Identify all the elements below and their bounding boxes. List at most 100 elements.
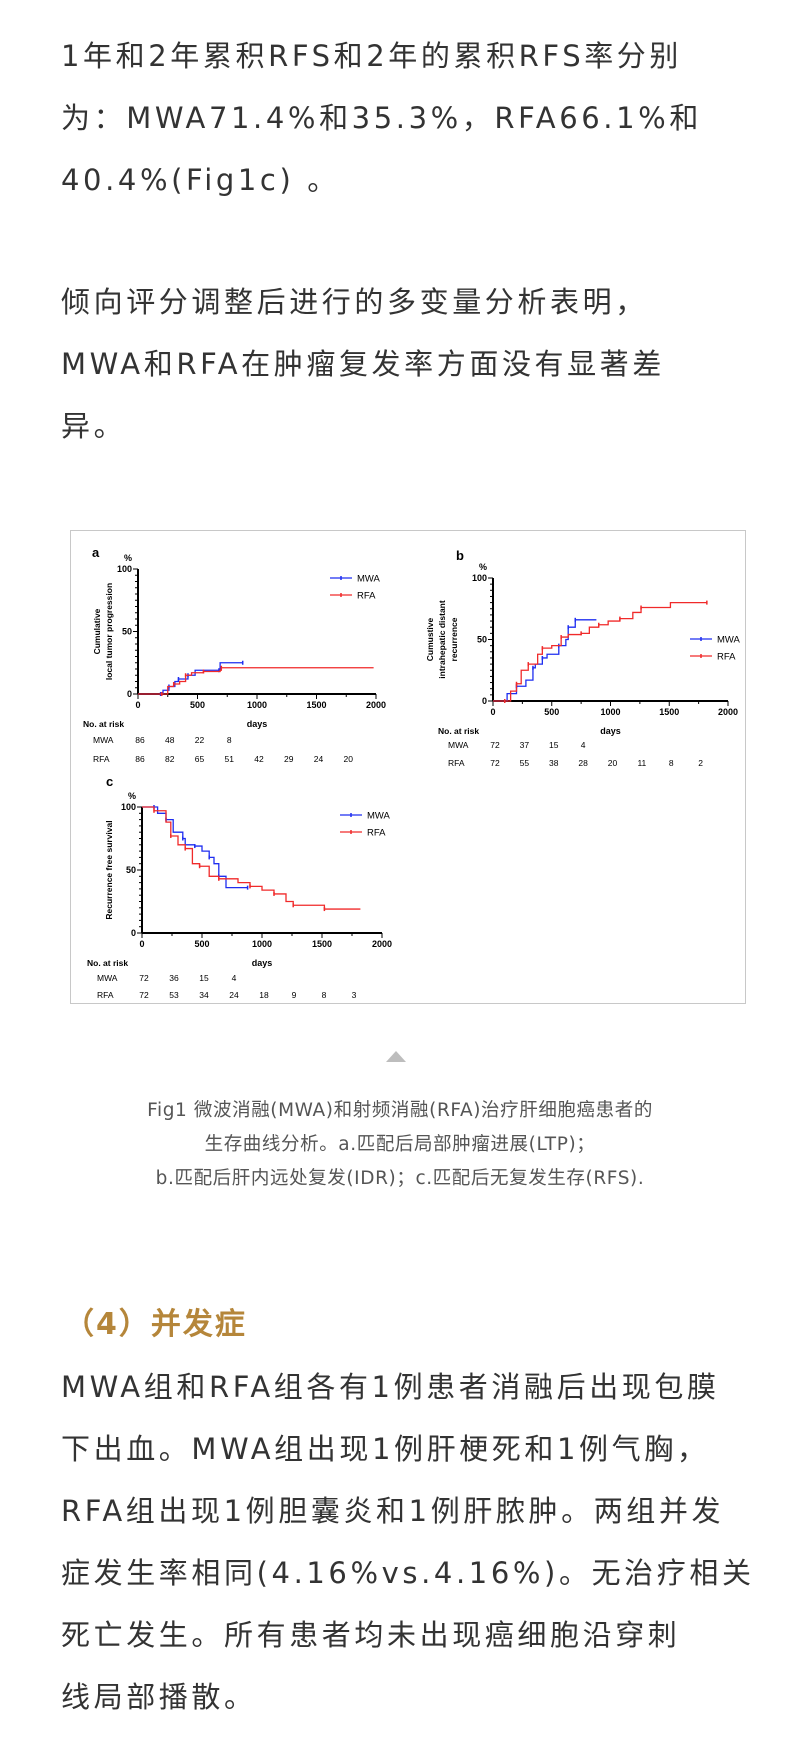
legend-label-mwa: MWA	[367, 811, 391, 822]
risk-count: 11	[637, 758, 646, 768]
risk-count: 42	[254, 754, 264, 764]
y-tick-label: 100	[472, 573, 487, 583]
y-tick-label: 50	[477, 635, 487, 645]
risk-count: 29	[284, 754, 294, 764]
y-tick-label: 50	[122, 627, 132, 637]
panel-label: c	[106, 774, 113, 789]
survival-curves-figure: a% 0 50 100 0 500 1000 1500 2000 days Cumulative lo…	[70, 530, 746, 1004]
text-line: 线局部播散。	[61, 1680, 257, 1714]
x-tick-label: 500	[194, 939, 209, 949]
text-line: 异。	[61, 409, 127, 443]
x-tick-label: 0	[135, 700, 140, 710]
risk-count: 53	[169, 990, 179, 1000]
km-curve-rfa	[142, 806, 361, 910]
complications-paragraph: MWA组和RFA组各有1例患者消融后出现包膜 下出血。MWA组出现1例肝梗死和1…	[61, 1356, 761, 1728]
x-tick-label: 500	[544, 707, 559, 717]
risk-count: 15	[549, 740, 559, 750]
risk-count: 36	[169, 973, 179, 983]
x-tick-label: 1000	[252, 939, 272, 949]
text-line: MWA和RFA在肿瘤复发率方面没有显著差	[61, 347, 665, 381]
y-tick-label: 100	[121, 802, 136, 812]
y-tick-label: 0	[127, 689, 132, 699]
risk-count: 86	[135, 754, 145, 764]
risk-count: 3	[352, 990, 357, 1000]
risk-row-label: RFA	[93, 754, 110, 764]
x-tick-label: 2000	[718, 707, 738, 717]
risk-table-title: No. at risk	[438, 726, 479, 736]
text-line: 为：MWA71.4%和35.3%，RFA66.1%和	[61, 101, 702, 135]
panel-label: a	[92, 545, 100, 560]
risk-row-label: MWA	[448, 740, 469, 750]
x-tick-label: 2000	[366, 700, 386, 710]
section-heading-complications: （4）并发症	[64, 1307, 247, 1342]
risk-count: 22	[195, 735, 205, 745]
text-line: 40.4%(Fig1c) 。	[61, 163, 340, 197]
risk-count: 65	[195, 754, 205, 764]
caption-line: Fig1 微波消融(MWA)和射频消融(RFA)治疗肝细胞癌患者的	[147, 1100, 653, 1121]
risk-count: 15	[199, 973, 209, 983]
risk-count: 4	[581, 740, 586, 750]
risk-table-title: No. at risk	[87, 958, 128, 968]
results-paragraph-rfs: 1年和2年累积RFS和2年的累积RFS率分别 为：MWA71.4%和35.3%，…	[61, 25, 761, 211]
risk-row-label: MWA	[97, 973, 118, 983]
risk-count: 72	[139, 990, 149, 1000]
legend-label-rfa: RFA	[717, 652, 736, 663]
x-tick-label: 2000	[372, 939, 392, 949]
risk-count: 72	[490, 740, 500, 750]
x-tick-label: 0	[490, 707, 495, 717]
x-axis-label: days	[247, 719, 268, 729]
y-axis-label: Cumulative	[92, 608, 102, 654]
risk-count: 48	[165, 735, 175, 745]
risk-count: 4	[232, 973, 237, 983]
figure-caption: Fig1 微波消融(MWA)和射频消融(RFA)治疗肝细胞癌患者的 生存曲线分析…	[60, 1094, 740, 1196]
text-line: MWA组和RFA组各有1例患者消融后出现包膜	[61, 1370, 720, 1404]
risk-count: 20	[344, 754, 354, 764]
risk-count: 82	[165, 754, 175, 764]
risk-row-label: RFA	[448, 758, 465, 768]
x-tick-label: 1500	[659, 707, 679, 717]
x-tick-label: 500	[190, 700, 205, 710]
x-axis-label: days	[252, 958, 273, 968]
km-curve-rfa	[138, 667, 374, 695]
risk-row-label: RFA	[97, 990, 114, 1000]
x-axis-label: days	[600, 726, 621, 736]
text-line: RFA组出现1例胆囊炎和1例肝脓肿。两组并发	[61, 1494, 725, 1528]
results-paragraph-multivariate: 倾向评分调整后进行的多变量分析表明， MWA和RFA在肿瘤复发率方面没有显著差 …	[61, 271, 761, 457]
text-line: 症发生率相同(4.16%vs.4.16%)。无治疗相关	[61, 1556, 755, 1590]
risk-count: 18	[259, 990, 269, 1000]
text-line: 1年和2年累积RFS和2年的累积RFS率分别	[61, 39, 683, 73]
caption-line: 生存曲线分析。a.匹配后局部肿瘤进展(LTP)；	[204, 1134, 596, 1155]
legend-label-rfa: RFA	[367, 828, 386, 839]
risk-count: 20	[608, 758, 618, 768]
risk-count: 28	[578, 758, 588, 768]
x-tick-label: 1000	[247, 700, 267, 710]
y-tick-label: 100	[117, 564, 132, 574]
risk-count: 86	[135, 735, 145, 745]
risk-count: 9	[292, 990, 297, 1000]
unit-label: %	[128, 791, 136, 801]
risk-count: 8	[227, 735, 232, 745]
caption-triangle-icon	[386, 1051, 406, 1062]
unit-label: %	[124, 553, 132, 563]
y-axis-label: recurrence	[449, 617, 459, 661]
panel-label: b	[456, 548, 464, 563]
y-tick-label: 50	[126, 865, 136, 875]
risk-count: 37	[520, 740, 530, 750]
x-tick-label: 1500	[312, 939, 332, 949]
legend-label-rfa: RFA	[357, 591, 376, 602]
risk-table-title: No. at risk	[83, 719, 124, 729]
risk-count: 38	[549, 758, 559, 768]
risk-count: 72	[139, 973, 149, 983]
y-tick-label: 0	[482, 696, 487, 706]
y-axis-label: Cumustive	[425, 618, 435, 662]
risk-count: 55	[520, 758, 530, 768]
text-line: 下出血。MWA组出现1例肝梗死和1例气胸，	[61, 1432, 710, 1466]
text-line: 倾向评分调整后进行的多变量分析表明，	[61, 285, 648, 319]
km-curve-mwa	[493, 619, 597, 702]
legend-label-mwa: MWA	[717, 635, 741, 646]
unit-label: %	[479, 562, 487, 572]
caption-line: b.匹配后肝内远处复发(IDR)；c.匹配后无复发生存(RFS).	[155, 1168, 645, 1189]
risk-count: 34	[199, 990, 209, 1000]
risk-count: 8	[669, 758, 674, 768]
